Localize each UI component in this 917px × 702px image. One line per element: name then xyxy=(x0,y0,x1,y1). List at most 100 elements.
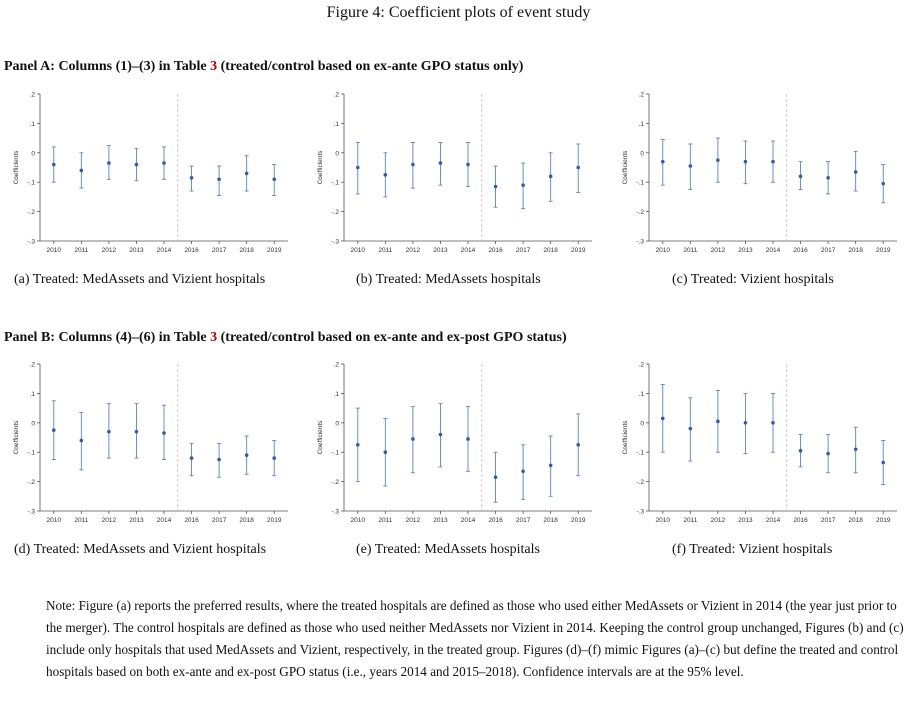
x-tick-label: 2019 xyxy=(267,517,282,524)
x-tick-label: 2010 xyxy=(656,247,671,254)
coefficient-point xyxy=(189,175,194,180)
coefficient-plot-b-svg: -.3 -.2 -.1 0 .1 .2 Coefficients 2010 2011 2012 20… xyxy=(317,92,592,254)
panel-a-table-ref[interactable]: 3 xyxy=(210,59,218,74)
y-tick-label: -.1 xyxy=(331,180,339,187)
coefficient-plot-e-svg: -.3 -.2 -.1 0 .1 .2 Coefficients 2010 2011 2012 20… xyxy=(317,362,592,524)
coefficient-point xyxy=(521,469,525,474)
x-tick-label: 2012 xyxy=(711,247,726,254)
y-tick-label: .2 xyxy=(639,92,645,99)
x-tick-label: 2017 xyxy=(516,247,531,254)
x-tick-label: 2016 xyxy=(488,247,503,254)
coefficient-point xyxy=(716,158,720,162)
coefficient-point xyxy=(438,161,443,165)
coefficient-point xyxy=(576,443,581,447)
y-tick-label: -.3 xyxy=(636,239,644,246)
y-tick-label: .1 xyxy=(639,121,645,128)
coefficient-point xyxy=(51,162,56,167)
x-tick-label: 2013 xyxy=(738,247,753,254)
x-tick-label: 2016 xyxy=(793,247,808,254)
y-axis-title: Coefficients xyxy=(317,150,324,185)
coefficient-point xyxy=(826,175,830,180)
x-tick-label: 2011 xyxy=(378,517,392,524)
coefficient-point xyxy=(771,159,775,164)
coefficient-plot-d-svg: -.3 -.2 -.1 0 .1 .2 Coefficients 2010 2011 2012 20… xyxy=(13,362,288,524)
coefficient-point xyxy=(134,162,139,167)
coefficient-point xyxy=(355,443,360,447)
y-tick-label: .2 xyxy=(334,92,340,99)
x-tick-label: 2014 xyxy=(461,247,476,254)
y-tick-label: .1 xyxy=(334,391,340,398)
y-tick-label: -.2 xyxy=(27,479,35,486)
coefficient-point xyxy=(660,416,665,421)
y-tick-label: -.2 xyxy=(331,479,339,486)
x-tick-label: 2019 xyxy=(267,247,282,254)
caption-b: (b) Treated: MedAssets hospitals xyxy=(356,272,541,287)
x-tick-label: 2019 xyxy=(876,517,891,524)
y-tick-label: -.1 xyxy=(27,450,35,457)
x-tick-label: 2018 xyxy=(239,517,254,524)
figure-note: Note: Figure (a) reports the preferred r… xyxy=(46,598,904,679)
panel-b-title-prefix: Panel B: Columns (4)–(6) in Table xyxy=(4,330,207,345)
x-tick-label: 2018 xyxy=(239,247,254,254)
x-tick-label: 2018 xyxy=(848,517,863,524)
x-tick-label: 2013 xyxy=(433,247,448,254)
coefficient-point xyxy=(189,456,194,460)
x-tick-label: 2017 xyxy=(821,247,836,254)
coefficient-point xyxy=(853,170,858,174)
x-tick-label: 2014 xyxy=(766,247,781,254)
y-tick-label: -.3 xyxy=(27,509,35,516)
y-tick-label: -.1 xyxy=(636,450,644,457)
y-tick-label: 0 xyxy=(335,420,339,427)
x-tick-label: 2016 xyxy=(184,517,199,524)
coefficient-point xyxy=(881,181,886,186)
y-tick-label: .2 xyxy=(30,362,36,369)
coefficient-point xyxy=(355,165,360,170)
coefficient-point xyxy=(688,164,693,168)
coefficient-point xyxy=(244,171,249,176)
y-tick-label: 0 xyxy=(31,420,35,427)
y-tick-label: 0 xyxy=(31,150,35,157)
coefficient-point xyxy=(162,431,166,435)
coefficient-point xyxy=(411,437,415,441)
y-tick-label: .1 xyxy=(30,121,36,128)
panel-b-table-ref[interactable]: 3 xyxy=(210,330,218,345)
coefficient-point xyxy=(826,451,830,456)
coefficient-point xyxy=(881,460,886,465)
x-tick-label: 2019 xyxy=(571,517,586,524)
y-axis-title: Coefficients xyxy=(13,420,20,455)
coefficient-point xyxy=(272,177,277,182)
x-tick-label: 2012 xyxy=(102,517,117,524)
coefficient-point xyxy=(383,173,388,177)
coefficient-point xyxy=(134,429,139,434)
x-tick-label: 2017 xyxy=(212,517,227,524)
x-tick-label: 2011 xyxy=(74,517,88,524)
caption-d: (d) Treated: MedAssets and Vizient hospi… xyxy=(14,542,267,557)
y-axis-title: Coefficients xyxy=(622,150,629,185)
x-tick-label: 2011 xyxy=(74,247,88,254)
coefficient-point xyxy=(244,453,249,457)
panel-b-title-suffix: (treated/control based on ex-ante and ex… xyxy=(220,330,567,345)
x-tick-label: 2018 xyxy=(848,247,863,254)
y-tick-label: -.2 xyxy=(27,209,35,216)
coefficient-point xyxy=(107,161,111,165)
coefficient-point xyxy=(383,450,388,454)
y-tick-label: -.3 xyxy=(331,239,339,246)
coefficient-point xyxy=(107,429,111,434)
y-tick-label: 0 xyxy=(640,150,644,157)
y-tick-label: .2 xyxy=(334,362,340,369)
y-axis-title: Coefficients xyxy=(13,150,20,185)
coefficient-plot-f-svg: -.3 -.2 -.1 0 .1 .2 Coefficients 2010 2011 2012 20… xyxy=(622,362,897,524)
coefficient-point xyxy=(217,177,221,182)
x-tick-label: 2018 xyxy=(543,517,558,524)
x-tick-label: 2019 xyxy=(571,247,586,254)
y-tick-label: -.2 xyxy=(636,479,644,486)
coefficient-point xyxy=(493,184,498,189)
x-tick-label: 2013 xyxy=(129,517,144,524)
x-tick-label: 2014 xyxy=(157,517,172,524)
x-tick-label: 2011 xyxy=(683,517,697,524)
coefficient-point xyxy=(466,162,470,167)
y-tick-label: -.3 xyxy=(636,509,644,516)
y-tick-label: -.1 xyxy=(331,450,339,457)
y-axis-title: Coefficients xyxy=(317,420,324,455)
coefficient-point xyxy=(79,438,84,443)
